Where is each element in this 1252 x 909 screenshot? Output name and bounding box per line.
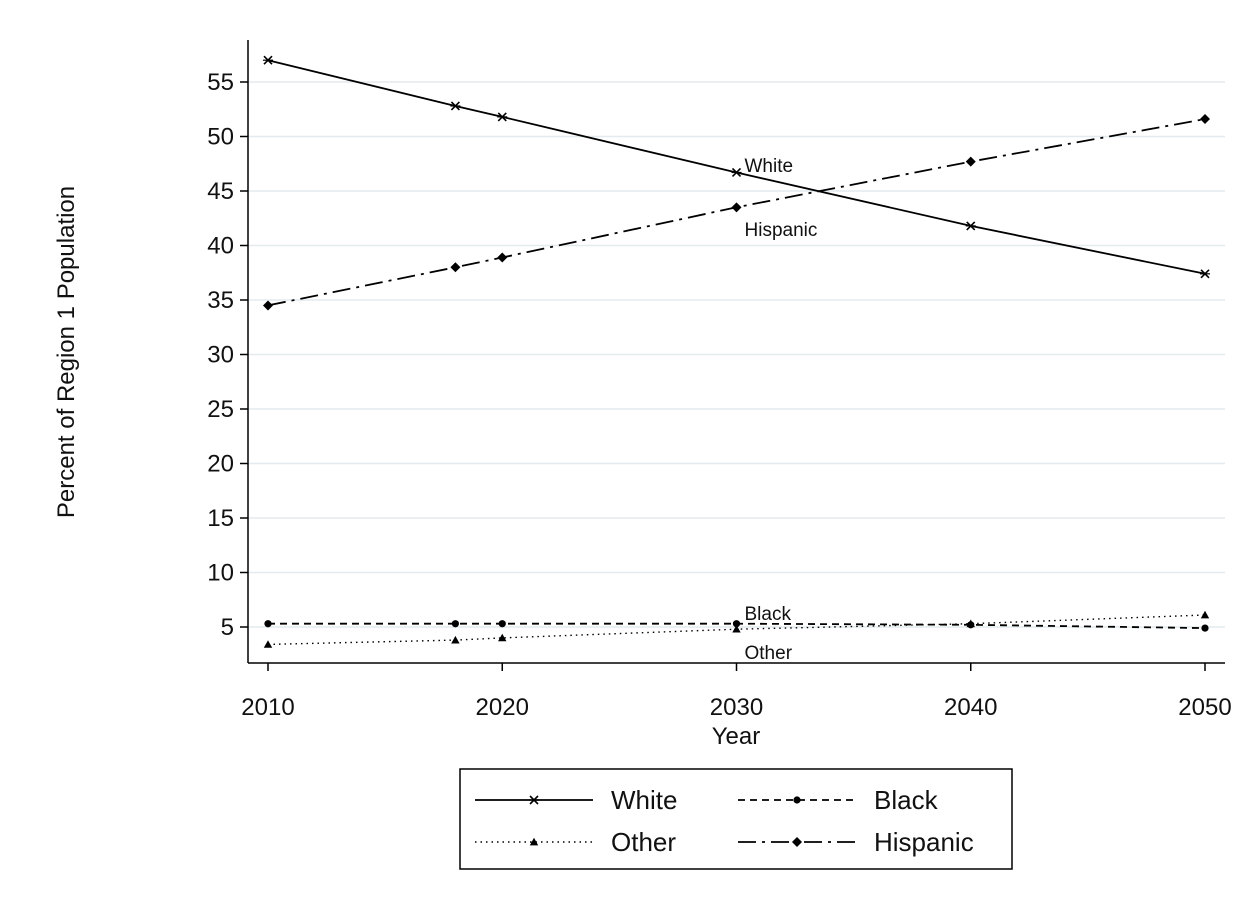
point-white-2030	[731, 167, 742, 178]
legend-label-hispanic: Hispanic	[874, 827, 974, 857]
legend-marker-hispanic	[792, 837, 802, 847]
y-tick-label-35: 35	[207, 287, 234, 314]
point-hispanic-2050	[1200, 114, 1210, 125]
point-hispanic-2020	[497, 252, 508, 263]
legend-label-white: White	[611, 785, 677, 815]
axes: 5 10 15 20 25 30 35 40 45 50 55 2010 2020 2030 2040 205…	[207, 40, 1232, 721]
legend: White Black Other Hispanic	[459, 768, 1013, 870]
gridlines	[248, 81, 1225, 628]
point-white-2020	[497, 112, 508, 122]
point-other-2010	[263, 640, 273, 648]
point-other-2020	[498, 633, 507, 642]
y-tick-label-40: 40	[207, 233, 234, 260]
y-tick-label-10: 10	[207, 560, 234, 587]
point-black-2010	[264, 620, 272, 628]
point-hispanic-2018	[450, 262, 461, 273]
x-tick-label-2010: 2010	[241, 694, 294, 721]
point-hispanic-2030	[731, 202, 742, 213]
legend-label-black: Black	[874, 785, 939, 815]
series-line-black	[268, 622, 1206, 629]
inline-label-black: Black	[745, 604, 792, 625]
point-white-2050	[1200, 269, 1210, 279]
legend-box	[459, 768, 1013, 870]
point-black-2030	[732, 620, 741, 628]
point-black-2018	[451, 620, 459, 628]
y-tick-label-45: 45	[207, 178, 234, 205]
series-lines	[263, 55, 1210, 648]
point-black-2020	[498, 620, 506, 628]
y-tick-label-5: 5	[221, 614, 234, 641]
point-hispanic-2010	[263, 300, 273, 311]
inline-label-other: Other	[745, 643, 793, 664]
y-tick-label-55: 55	[207, 69, 234, 96]
x-tick-label-2050: 2050	[1178, 694, 1231, 721]
point-white-2018	[450, 101, 461, 111]
inline-labels: White Hispanic Black Other	[745, 156, 818, 664]
legend-marker-other	[529, 837, 539, 846]
y-tick-label-50: 50	[207, 124, 234, 151]
point-white-2010	[263, 55, 273, 65]
inline-label-white: White	[745, 156, 794, 177]
point-black-2050	[1201, 624, 1209, 632]
y-tick-label-15: 15	[207, 505, 234, 532]
x-tick-label-2020: 2020	[476, 694, 529, 721]
legend-marker-black	[793, 796, 801, 804]
inline-label-hispanic: Hispanic	[745, 220, 818, 241]
legend-marker-white	[529, 795, 539, 805]
point-other-2018	[451, 635, 460, 644]
x-tick-label-2040: 2040	[944, 694, 997, 721]
legend-label-other: Other	[611, 827, 676, 857]
point-other-2030	[732, 624, 741, 633]
x-tick-label-2030: 2030	[710, 694, 763, 721]
point-other-2040	[966, 619, 975, 628]
point-hispanic-2040	[965, 156, 976, 167]
series-line-white	[267, 59, 1206, 275]
y-tick-label-20: 20	[207, 451, 234, 478]
y-tick-label-25: 25	[207, 396, 234, 423]
x-axis-title: Year	[712, 723, 761, 750]
point-white-2040	[965, 221, 976, 231]
point-other-2050	[1200, 610, 1210, 619]
y-tick-label-30: 30	[207, 342, 234, 369]
y-axis-title: Percent of Region 1 Population	[53, 186, 80, 518]
